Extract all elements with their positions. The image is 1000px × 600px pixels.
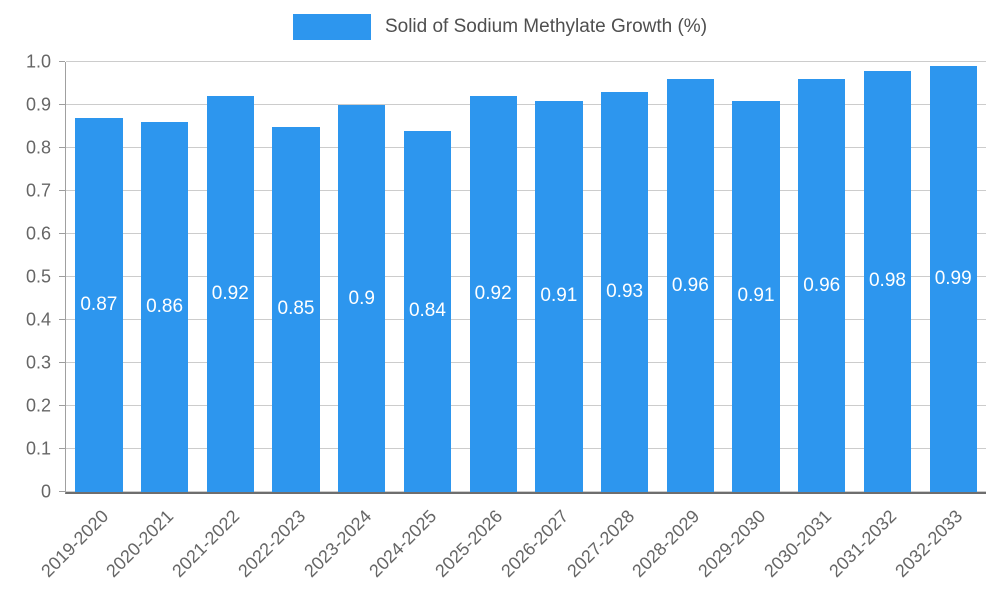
bar-value-label: 0.9 bbox=[348, 287, 375, 309]
y-tick-label: 0.3 bbox=[25, 352, 51, 373]
bar-slot: 0.91 bbox=[526, 62, 592, 492]
bar-slot: 0.96 bbox=[657, 62, 723, 492]
gridline bbox=[66, 319, 986, 320]
bar-value-label: 0.99 bbox=[934, 268, 972, 290]
y-tick-mark bbox=[59, 362, 65, 363]
y-tick-mark bbox=[59, 405, 65, 406]
gridline bbox=[66, 448, 986, 449]
y-tick-mark bbox=[59, 233, 65, 234]
bar: 0.91 bbox=[535, 100, 583, 492]
gridline bbox=[66, 276, 986, 277]
x-tick-label: 2019-2020 bbox=[36, 506, 113, 582]
bar-slot: 0.91 bbox=[723, 62, 789, 492]
bar-slot: 0.93 bbox=[592, 62, 658, 492]
bar: 0.93 bbox=[600, 92, 649, 492]
bar-value-label: 0.86 bbox=[146, 296, 184, 318]
y-tick-label: 0.4 bbox=[25, 309, 51, 330]
legend: Solid of Sodium Methylate Growth (%) bbox=[0, 14, 1000, 40]
y-tick-label: 0.8 bbox=[25, 137, 51, 158]
bar: 0.86 bbox=[140, 122, 189, 492]
y-tick-mark bbox=[59, 104, 65, 105]
y-tick-label: 0 bbox=[40, 481, 51, 502]
bar-slot: 0.92 bbox=[460, 62, 526, 492]
bar-slot: 0.9 bbox=[329, 62, 395, 492]
y-tick-label: 0.7 bbox=[25, 180, 51, 201]
y-tick-mark bbox=[59, 276, 65, 277]
y-tick-mark bbox=[59, 491, 65, 492]
bar-slot: 0.85 bbox=[263, 62, 329, 492]
x-slot: 2032-2033 bbox=[891, 494, 985, 600]
bar: 0.92 bbox=[206, 96, 254, 492]
y-axis: 0 0.1 0.2 0.3 0.4 0.5 0.6 0.7 0.8 0.9 1.0 bbox=[0, 52, 65, 502]
gridline bbox=[66, 233, 986, 234]
bar-value-label: 0.85 bbox=[277, 298, 315, 320]
bar-slot: 0.99 bbox=[920, 62, 986, 492]
gridline bbox=[66, 147, 986, 148]
bar: 0.92 bbox=[469, 96, 517, 492]
gridline bbox=[66, 190, 986, 191]
bar-slot: 0.84 bbox=[395, 62, 461, 492]
bar: 0.96 bbox=[798, 79, 846, 492]
gridline bbox=[66, 405, 986, 406]
y-tick-label: 0.5 bbox=[25, 266, 51, 287]
bar-slot: 0.96 bbox=[789, 62, 855, 492]
bar-value-label: 0.84 bbox=[408, 300, 446, 322]
bar-value-label: 0.87 bbox=[80, 293, 118, 315]
bar: 0.9 bbox=[338, 105, 386, 492]
y-tick-label: 0.2 bbox=[25, 395, 51, 416]
x-slot: 2022-2023 bbox=[234, 494, 328, 600]
bar-value-label: 0.91 bbox=[540, 285, 578, 307]
bar: 0.85 bbox=[272, 126, 320, 492]
bar-slot: 0.87 bbox=[66, 62, 132, 492]
bar-value-label: 0.96 bbox=[803, 274, 841, 296]
y-tick-mark bbox=[59, 147, 65, 148]
bar: 0.99 bbox=[929, 66, 977, 492]
gridline bbox=[66, 491, 986, 492]
x-axis: 2019-2020 2020-2021 2021-2022 2022-2023 2023… bbox=[37, 494, 985, 600]
legend-label: Solid of Sodium Methylate Growth (%) bbox=[384, 16, 708, 37]
bar: 0.96 bbox=[666, 79, 714, 492]
bar-value-label: 0.92 bbox=[474, 283, 512, 305]
legend-swatch bbox=[292, 14, 371, 40]
gridline bbox=[66, 362, 986, 363]
y-tick-label: 0.6 bbox=[25, 223, 51, 244]
y-tick-mark bbox=[59, 61, 65, 62]
gridline bbox=[66, 104, 986, 105]
y-tick-mark bbox=[59, 190, 65, 191]
bar-slot: 0.98 bbox=[855, 62, 921, 492]
gridline bbox=[66, 61, 986, 62]
bar: 0.98 bbox=[863, 70, 912, 492]
bar: 0.84 bbox=[403, 130, 452, 492]
y-tick-label: 0.9 bbox=[25, 94, 51, 115]
bar-value-label: 0.92 bbox=[211, 283, 249, 305]
bar: 0.91 bbox=[732, 100, 780, 492]
bar-value-label: 0.91 bbox=[737, 285, 775, 307]
y-tick-mark bbox=[59, 319, 65, 320]
bar-value-label: 0.96 bbox=[671, 274, 709, 296]
plot-area: 0.87 0.86 0.92 0.85 0.9 0.84 0.92 0.91 0.93 0.96 0… bbox=[65, 61, 986, 494]
bar-slot: 0.86 bbox=[132, 62, 198, 492]
bar-value-label: 0.93 bbox=[606, 281, 644, 303]
y-tick-label: 0.1 bbox=[25, 438, 51, 459]
x-slot: 2026-2027 bbox=[497, 494, 591, 600]
bar-value-label: 0.98 bbox=[868, 270, 906, 292]
y-tick-mark bbox=[59, 448, 65, 449]
bar-slot: 0.92 bbox=[197, 62, 263, 492]
x-slot: 2029-2030 bbox=[694, 494, 788, 600]
y-tick-label: 1.0 bbox=[25, 51, 51, 72]
bar: 0.87 bbox=[75, 117, 123, 492]
